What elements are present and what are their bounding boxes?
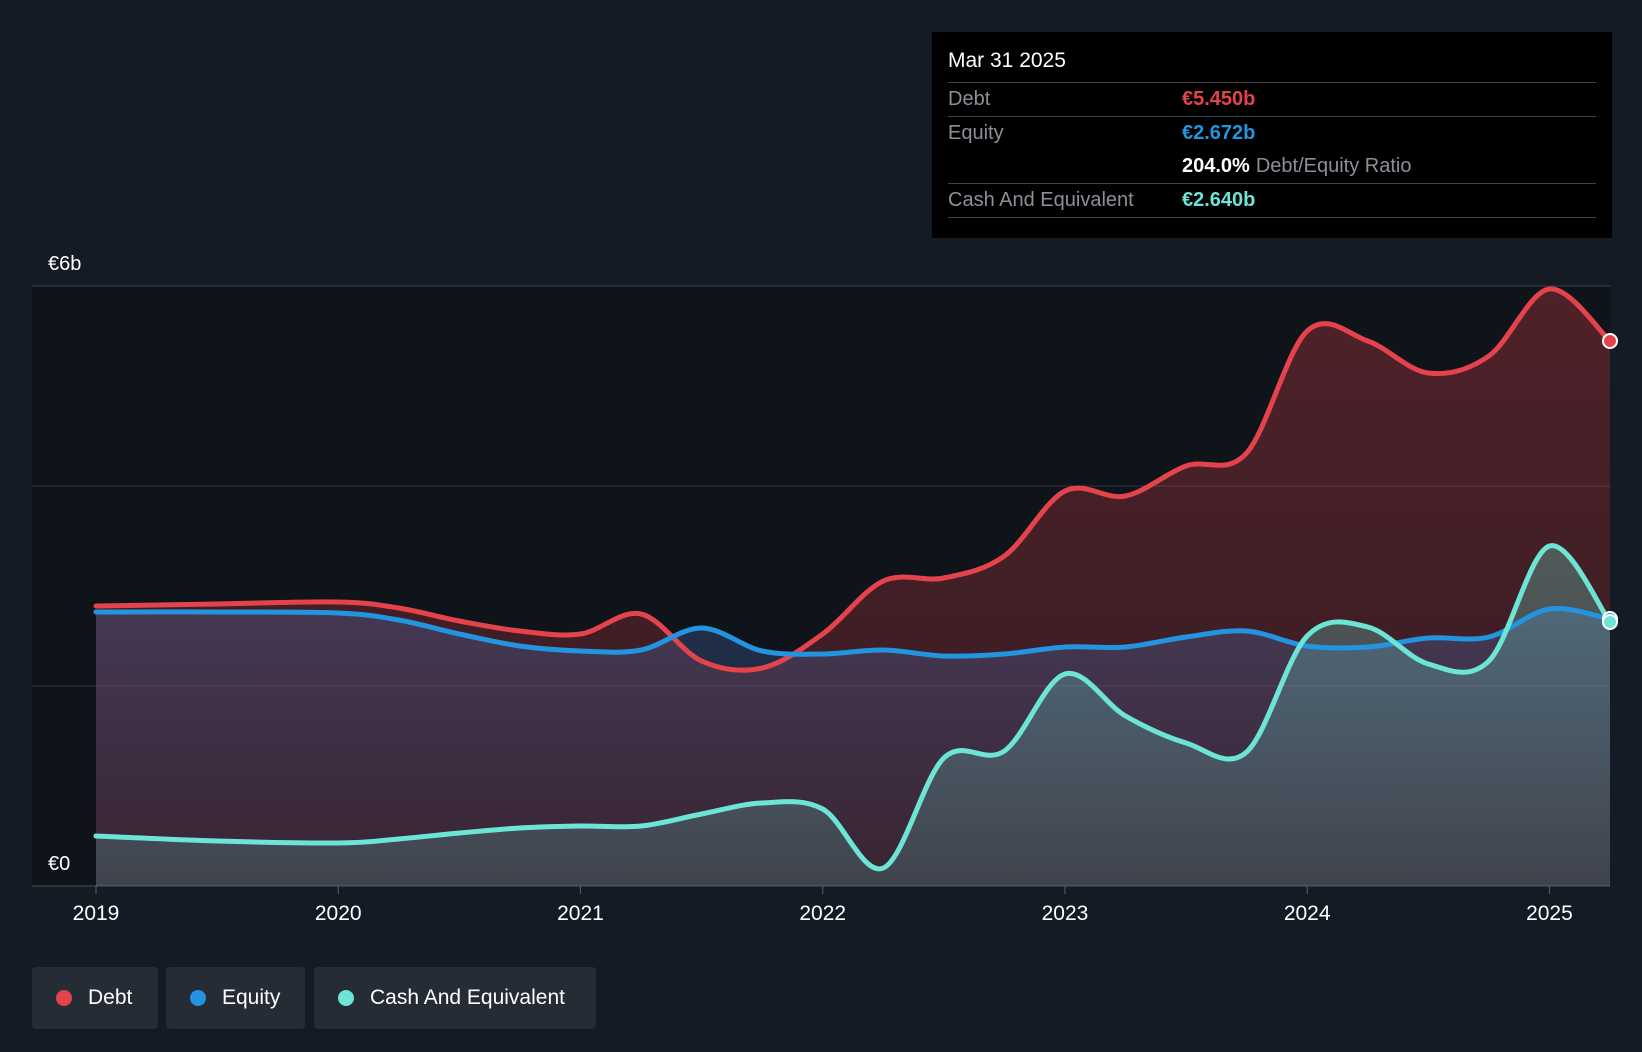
y-tick-label: €0 bbox=[48, 853, 70, 875]
tooltip-date: Mar 31 2025 bbox=[948, 49, 1066, 72]
legend-dot-cash bbox=[338, 990, 354, 1006]
tooltip-equity-label: Equity bbox=[948, 122, 1004, 144]
tooltip-cash-label: Cash And Equivalent bbox=[948, 189, 1134, 211]
legend-label-debt: Debt bbox=[88, 986, 133, 1009]
tooltip-row-ratio: 204.0% Debt/Equity Ratio bbox=[948, 150, 1596, 183]
cash-and-equivalent-area bbox=[96, 545, 1610, 886]
tooltip-debt-label: Debt bbox=[948, 88, 991, 110]
tooltip-row-cash: Cash And Equivalent €2.640b bbox=[948, 183, 1596, 218]
legend-dot-equity bbox=[190, 990, 206, 1006]
tooltip-cash-value: €2.640b bbox=[1182, 189, 1256, 211]
x-tick-label: 2020 bbox=[315, 902, 362, 925]
x-tick-label: 2024 bbox=[1284, 902, 1331, 925]
debt-end-marker bbox=[1602, 333, 1618, 349]
x-tick-label: 2022 bbox=[799, 902, 846, 925]
tooltip-debt-value: €5.450b bbox=[1182, 88, 1256, 110]
tooltip: Mar 31 2025 Debt €5.450b Equity €2.672b … bbox=[932, 32, 1612, 238]
x-tick-label: 2019 bbox=[73, 902, 120, 925]
tooltip-equity-value: €2.672b bbox=[1182, 122, 1256, 144]
x-tick-label: 2023 bbox=[1042, 902, 1089, 925]
x-tick-label: 2021 bbox=[557, 902, 604, 925]
legend-dot-debt bbox=[56, 990, 72, 1006]
tooltip-row-equity: Equity €2.672b bbox=[948, 116, 1596, 150]
legend-label-equity: Equity bbox=[222, 986, 281, 1009]
tooltip-ratio-value: 204.0% bbox=[1182, 155, 1250, 177]
legend-item-cash[interactable]: Cash And Equivalent bbox=[314, 967, 596, 1029]
cash-and-equivalent-line bbox=[93, 543, 1613, 872]
legend-label-cash: Cash And Equivalent bbox=[370, 986, 565, 1009]
tooltip-row-debt: Debt €5.450b bbox=[948, 82, 1596, 116]
legend-item-equity[interactable]: Equity bbox=[166, 967, 305, 1029]
tooltip-ratio-label: Debt/Equity Ratio bbox=[1255, 155, 1412, 177]
y-tick-label: €6b bbox=[48, 253, 81, 275]
x-tick-label: 2025 bbox=[1526, 902, 1573, 925]
legend-item-debt[interactable]: Debt bbox=[32, 967, 158, 1029]
cash-and-equivalent-end-marker bbox=[1602, 614, 1618, 630]
debt-line bbox=[93, 286, 1613, 673]
equity-line bbox=[93, 606, 1613, 659]
